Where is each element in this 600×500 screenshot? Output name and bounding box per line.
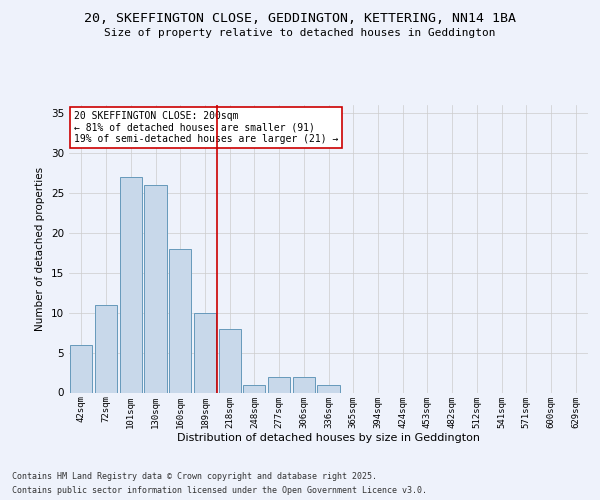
Bar [218, 328, 241, 392]
Bar [70, 344, 92, 393]
X-axis label: Distribution of detached houses by size in Geddington: Distribution of detached houses by size … [177, 433, 480, 443]
Bar [95, 304, 117, 392]
Text: Contains public sector information licensed under the Open Government Licence v3: Contains public sector information licen… [12, 486, 427, 495]
Text: 20, SKEFFINGTON CLOSE, GEDDINGTON, KETTERING, NN14 1BA: 20, SKEFFINGTON CLOSE, GEDDINGTON, KETTE… [84, 12, 516, 26]
Bar [243, 384, 265, 392]
Bar [119, 177, 142, 392]
Bar [194, 312, 216, 392]
Text: Size of property relative to detached houses in Geddington: Size of property relative to detached ho… [104, 28, 496, 38]
Bar [145, 185, 167, 392]
Y-axis label: Number of detached properties: Number of detached properties [35, 166, 46, 331]
Bar [293, 376, 315, 392]
Bar [317, 384, 340, 392]
Text: 20 SKEFFINGTON CLOSE: 200sqm
← 81% of detached houses are smaller (91)
19% of se: 20 SKEFFINGTON CLOSE: 200sqm ← 81% of de… [74, 111, 338, 144]
Bar [268, 376, 290, 392]
Bar [169, 249, 191, 392]
Text: Contains HM Land Registry data © Crown copyright and database right 2025.: Contains HM Land Registry data © Crown c… [12, 472, 377, 481]
